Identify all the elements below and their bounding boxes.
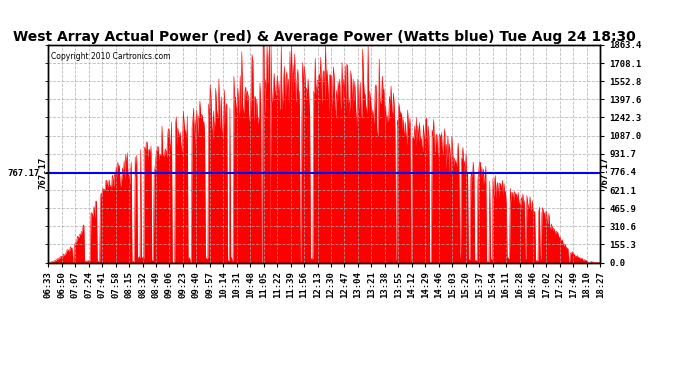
Text: Copyright 2010 Cartronics.com: Copyright 2010 Cartronics.com: [51, 51, 170, 60]
Text: 767.17: 767.17: [39, 157, 48, 189]
Title: West Array Actual Power (red) & Average Power (Watts blue) Tue Aug 24 18:30: West Array Actual Power (red) & Average …: [13, 30, 635, 44]
Text: 767.17: 767.17: [601, 157, 610, 189]
